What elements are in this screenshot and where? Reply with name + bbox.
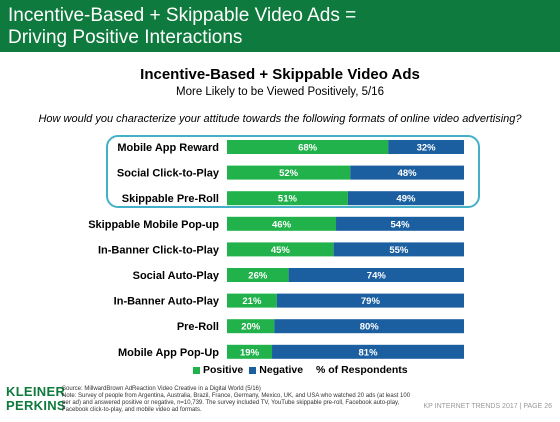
data-label-positive: 51% bbox=[278, 194, 298, 205]
bar-negative bbox=[272, 344, 464, 359]
category-label: Skippable Mobile Pop-up bbox=[88, 219, 219, 231]
logo-line2: PERKINS bbox=[6, 398, 66, 413]
category-label: Skippable Pre-Roll bbox=[122, 193, 219, 205]
header-title-line1: Incentive-Based + Skippable Video Ads = bbox=[8, 5, 357, 26]
bar-positive bbox=[227, 242, 334, 257]
bar-positive bbox=[227, 165, 351, 180]
data-label-positive: 68% bbox=[298, 143, 318, 154]
category-label: Pre-Roll bbox=[177, 321, 219, 333]
chart-subtitle: More Likely to be Viewed Positively, 5/1… bbox=[176, 86, 384, 98]
bar-negative bbox=[336, 216, 464, 231]
category-label: In-Banner Click-to-Play bbox=[98, 244, 220, 256]
data-label-negative: 54% bbox=[391, 219, 411, 230]
stacked-bar-chart: Mobile App Reward 68% 32% Social Click-to-P… bbox=[88, 140, 464, 359]
footer-page-info: KP INTERNET TRENDS 2017 | PAGE 26 bbox=[423, 403, 552, 410]
bar-negative bbox=[347, 191, 464, 206]
data-label-positive: 52% bbox=[279, 168, 299, 179]
bar-negative bbox=[276, 293, 464, 308]
category-label: Social Click-to-Play bbox=[117, 168, 220, 180]
header-title-line2: Driving Positive Interactions bbox=[8, 27, 243, 48]
category-label: In-Banner Auto-Play bbox=[114, 296, 220, 308]
data-label-negative: 79% bbox=[361, 296, 381, 307]
category-label: Social Auto-Play bbox=[133, 270, 220, 282]
logo-line1: KLEINER bbox=[6, 384, 66, 399]
legend-positive-label: Positive bbox=[203, 364, 244, 376]
bar-positive bbox=[227, 191, 348, 206]
chart-title: Incentive-Based + Skippable Video Ads bbox=[140, 66, 420, 83]
kleiner-perkins-logo: KLEINER PERKINS bbox=[6, 385, 66, 413]
legend-positive-swatch bbox=[193, 366, 200, 374]
legend-negative-swatch bbox=[249, 366, 257, 374]
legend-negative-label: Negative bbox=[259, 364, 304, 376]
data-label-negative: 32% bbox=[417, 143, 437, 154]
data-label-positive: 19% bbox=[240, 347, 260, 358]
data-label-positive: 21% bbox=[242, 296, 262, 307]
header-banner: Incentive-Based + Skippable Video Ads = … bbox=[0, 0, 560, 52]
data-label-positive: 46% bbox=[272, 219, 292, 230]
survey-question: How would you characterize your attitude… bbox=[38, 113, 522, 125]
data-label-negative: 80% bbox=[360, 322, 380, 333]
legend: Positive Negative bbox=[193, 364, 303, 376]
bar-positive bbox=[227, 344, 273, 359]
source-line: Source: MillwardBrown AdReaction Video C… bbox=[62, 386, 261, 392]
bar-positive bbox=[227, 268, 289, 282]
source-note: Source: MillwardBrown AdReaction Video C… bbox=[62, 386, 412, 414]
highlight-box bbox=[106, 135, 480, 208]
bar-negative bbox=[350, 165, 464, 180]
data-label-negative: 48% bbox=[398, 168, 418, 179]
data-label-negative: 49% bbox=[396, 194, 416, 205]
bar-negative bbox=[274, 319, 464, 334]
bar-positive bbox=[227, 216, 337, 231]
bar-negative bbox=[288, 268, 464, 282]
category-label: Mobile App Reward bbox=[117, 142, 219, 154]
bar-positive bbox=[227, 140, 389, 154]
data-label-negative: 74% bbox=[367, 271, 387, 282]
x-axis-label: % of Respondents bbox=[316, 364, 408, 376]
data-label-positive: 26% bbox=[248, 271, 268, 282]
data-label-positive: 45% bbox=[271, 245, 291, 256]
bar-negative bbox=[388, 140, 464, 154]
data-label-negative: 81% bbox=[359, 347, 379, 358]
data-label-negative: 55% bbox=[389, 245, 409, 256]
note-line: Note: Survey of people from Argentina, A… bbox=[62, 393, 411, 413]
data-label-positive: 20% bbox=[241, 322, 261, 333]
category-label: Mobile App Pop-Up bbox=[118, 347, 219, 359]
bar-positive bbox=[227, 293, 277, 308]
bar-positive bbox=[227, 319, 275, 334]
bar-negative bbox=[333, 242, 464, 257]
